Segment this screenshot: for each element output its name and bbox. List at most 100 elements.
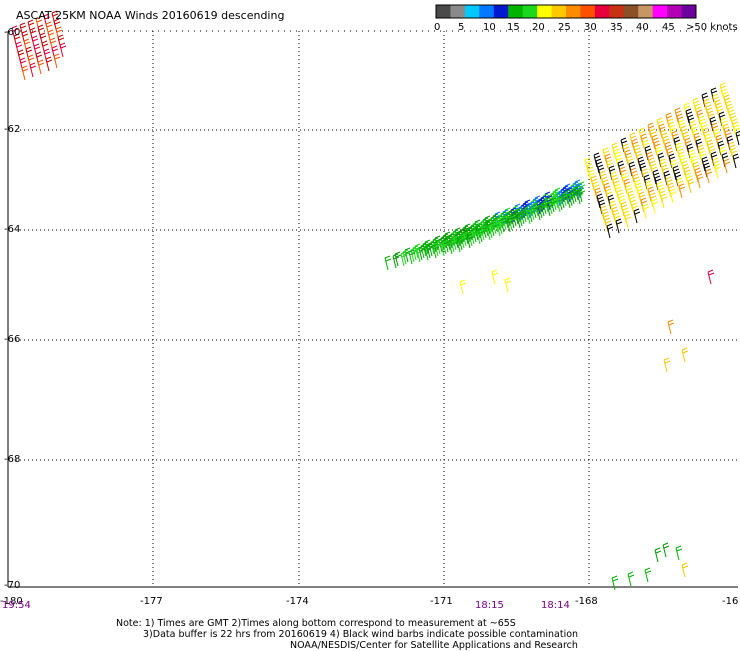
- graticule-dot: [92, 30, 93, 32]
- lat-label-62: -62: [4, 124, 21, 135]
- wind-barb: [675, 545, 683, 561]
- graticule-dot: [254, 586, 255, 588]
- graticule-dot: [704, 30, 705, 32]
- lon-label-180: -180: [0, 596, 23, 607]
- graticule-dot: [686, 586, 687, 588]
- lon-label-171: -171: [430, 596, 453, 607]
- wind-barb: [418, 245, 426, 261]
- graticule-dot: [488, 30, 489, 32]
- graticule-dot: [302, 586, 303, 588]
- graticule-dot: [644, 30, 645, 32]
- graticule-dot: [146, 586, 147, 588]
- graticule-dot: [734, 30, 735, 32]
- graticule-dot: [308, 586, 309, 588]
- graticule-dot: [458, 586, 459, 588]
- legend-color-swatch: [508, 5, 524, 18]
- graticule-dot: [518, 30, 519, 32]
- graticule-dot: [440, 586, 441, 588]
- graticule-dot: [338, 30, 339, 32]
- graticule-dot: [164, 30, 165, 32]
- wind-barb: [408, 249, 416, 265]
- graticule-dot: [452, 30, 453, 32]
- legend-color-swatch: [652, 5, 668, 18]
- wind-barb: [448, 239, 456, 255]
- graticule-dot: [650, 586, 651, 588]
- wind-barb: [476, 229, 484, 245]
- graticule-dot: [392, 586, 393, 588]
- wind-barb: [434, 241, 442, 257]
- wind-barb: [606, 223, 614, 239]
- graticule-dot: [368, 30, 369, 32]
- graticule-dot: [122, 30, 123, 32]
- graticule-dot: [68, 586, 69, 588]
- wind-barb: [669, 188, 677, 204]
- graticule-dot: [560, 30, 561, 32]
- wind-barb: [450, 237, 458, 253]
- graticule-dot: [152, 586, 153, 588]
- graticule-dot: [158, 586, 159, 588]
- graticule-dot: [446, 30, 447, 32]
- graticule-dot: [200, 30, 201, 32]
- wind-barb: [458, 235, 466, 251]
- graticule-dot: [212, 30, 213, 32]
- legend-tick-20: 20: [532, 22, 545, 33]
- legend-tick-15: 15: [507, 22, 520, 33]
- graticule-dot: [296, 30, 297, 32]
- graticule-dot: [110, 30, 111, 32]
- graticule-dot: [644, 586, 645, 588]
- graticule-dot: [416, 30, 417, 32]
- lon-label-177: -177: [140, 596, 163, 607]
- wind-barb: [558, 195, 566, 211]
- graticule-dot: [284, 586, 285, 588]
- graticule-dot: [428, 586, 429, 588]
- wind-barb: [548, 199, 556, 215]
- wind-barb: [53, 53, 61, 69]
- wind-barb: [21, 65, 29, 81]
- graticule-dot: [344, 586, 345, 588]
- graticule-dot: [590, 586, 591, 588]
- graticule-dot: [236, 30, 237, 32]
- graticule-dot: [218, 586, 219, 588]
- wind-barb: [723, 158, 731, 174]
- graticule-dot: [596, 586, 597, 588]
- graticule-dot: [338, 586, 339, 588]
- graticule-dot: [398, 30, 399, 32]
- legend-color-swatch: [566, 5, 581, 18]
- graticule-dot: [410, 30, 411, 32]
- graticule-dot: [98, 586, 99, 588]
- graticule-dot: [674, 586, 675, 588]
- graticule-dot: [104, 30, 105, 32]
- graticule-dot: [728, 30, 729, 32]
- graticule-dot: [188, 30, 189, 32]
- graticule-dot: [410, 586, 411, 588]
- wind-barb: [506, 217, 514, 233]
- legend-color-swatch: [667, 5, 682, 18]
- lat-label-66: -66: [4, 334, 21, 345]
- graticule-dot: [686, 30, 687, 32]
- wind-barb: [498, 219, 506, 235]
- graticule-dot: [62, 30, 63, 32]
- wind-barb: [496, 221, 504, 237]
- wind-barb: [566, 193, 574, 209]
- graticule-dot: [446, 586, 447, 588]
- legend-color-swatch: [609, 5, 625, 18]
- wind-barb: [663, 357, 671, 373]
- wind-barb: [488, 223, 496, 239]
- graticule-dot: [500, 30, 501, 32]
- wind-barb: [627, 571, 635, 587]
- graticule-dot: [620, 30, 621, 32]
- graticule-dot: [362, 30, 363, 32]
- graticule-dot: [368, 586, 369, 588]
- legend-color-swatch: [551, 5, 567, 18]
- graticule-dot: [266, 30, 267, 32]
- graticule-dot: [350, 30, 351, 32]
- graticule-dot: [284, 30, 285, 32]
- wind-barb: [37, 59, 45, 75]
- graticule-dot: [248, 30, 249, 32]
- graticule-dot: [548, 586, 549, 588]
- graticule-dot: [206, 586, 207, 588]
- note-line-1: Note: 1) Times are GMT 2)Times along bot…: [116, 618, 516, 629]
- graticule-dot: [278, 30, 279, 32]
- graticule-dot: [8, 586, 9, 588]
